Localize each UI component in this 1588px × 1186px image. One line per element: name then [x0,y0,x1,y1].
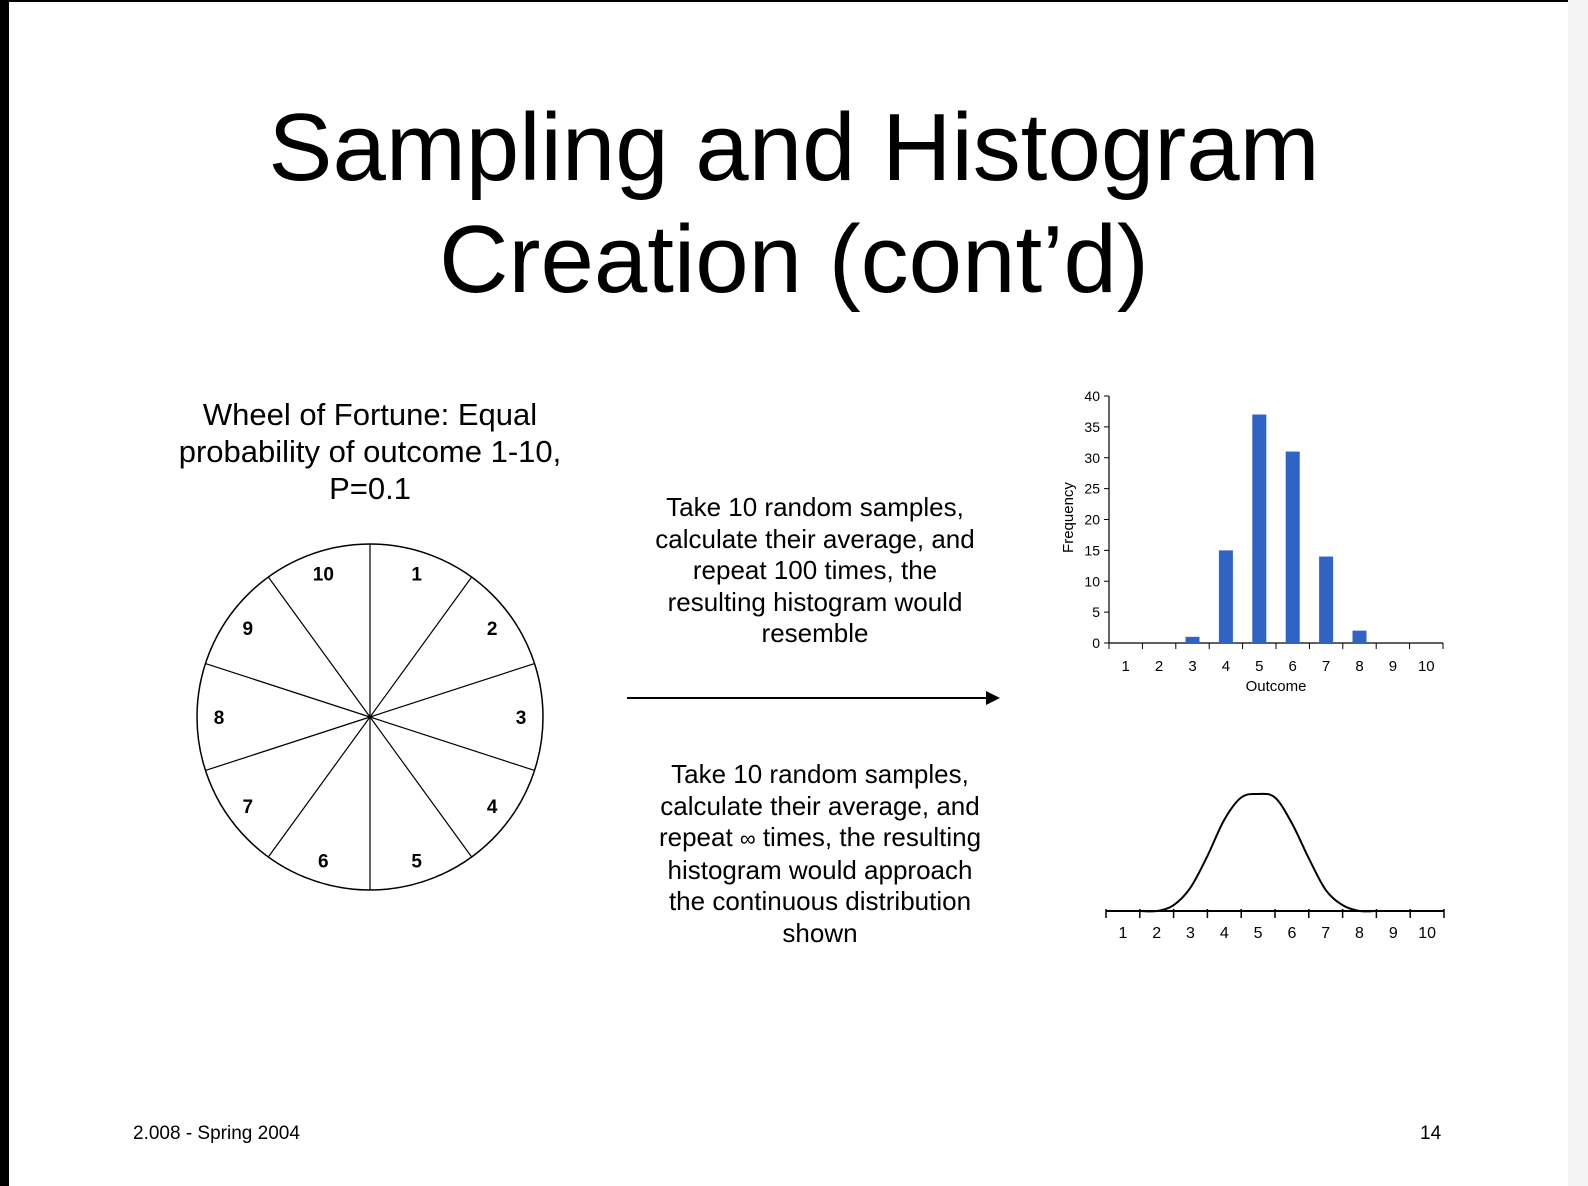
distribution-x-tick-label: 6 [1287,925,1296,942]
distribution-x-tick-label: 2 [1152,925,1161,942]
histogram-y-tick-label: 10 [1084,573,1100,589]
bottom-explanation-line-3: repeat ∞ times, the resulting [610,822,1030,855]
histogram-y-axis-label: Frequency [1060,482,1077,553]
histogram-x-tick-label: 9 [1389,658,1397,675]
wheel-segment-label: 1 [411,564,422,585]
histogram-bar-4 [1218,550,1233,643]
page-number: 14 [1420,1123,1442,1144]
wheel-caption-line-1: Wheel of Fortune: Equal [202,397,538,432]
bottom-explanation: Take 10 random samples, calculate their … [610,759,1030,949]
slide-left-border [0,0,9,1186]
wheel-divider [267,576,371,718]
wheel-segment-label: 2 [487,619,498,640]
title-line-1: Sampling and Histogram [268,94,1320,201]
wheel-segment-label: 5 [411,852,422,873]
histogram-bar-5 [1252,414,1267,643]
wheel-divider [205,716,371,772]
slide-title: Sampling and Histogram Creation (cont’d) [0,92,1588,316]
top-explanation-line-5: resemble [761,618,869,648]
top-explanation-line-4: resulting histogram would [667,586,963,617]
wheel-segment-label: 9 [243,619,254,640]
histogram-bar-6 [1285,451,1300,643]
distribution-x-tick-label: 8 [1355,925,1364,942]
distribution-x-tick-label: 10 [1418,925,1436,942]
wheel-segment-label: 7 [243,797,254,818]
distribution-chart: 1 2 3 4 5 6 7 8 9 10 [1105,792,1445,942]
wheel-divider [369,716,473,858]
wheel-segment-label: 4 [487,797,498,818]
bottom-explanation-line-6: shown [782,917,858,948]
bottom-explanation-repeat: repeat [658,822,740,852]
bottom-explanation-line-1: Take 10 random samples, [671,759,969,789]
histogram-y-tick-label: 35 [1084,419,1100,435]
histogram-x-tick-label: 10 [1418,658,1435,675]
wheel-segment-label: 3 [516,708,527,729]
bottom-explanation-times: times, the resulting [755,822,982,852]
wheel-caption-line-2: probability of outcome 1-10, [178,434,562,469]
histogram-y-tick-label: 20 [1084,512,1100,528]
slide-right-margin [1568,0,1588,1186]
bottom-explanation-line-2: calculate their average, and [660,790,980,821]
histogram-chart: 0 5 10 15 20 25 30 35 40 1 2 3 4 5 6 7 8 9 10 Outcome Freque… [1060,388,1444,695]
histogram-y-tick-label: 40 [1084,388,1100,404]
histogram-x-tick-label: 6 [1289,658,1297,675]
arrow-right-icon [627,691,1000,705]
distribution-x-tick-label: 4 [1220,925,1229,942]
footer-course-label: 2.008 - Spring 2004 [133,1123,300,1144]
histogram-y-tick-label: 30 [1084,450,1100,466]
histogram-x-tick-label: 4 [1222,658,1230,675]
infinity-icon: ∞ [739,826,756,851]
wheel-segment-label: 6 [318,852,329,873]
wheel-segment-label: 10 [313,564,334,585]
wheel-caption-line-3: P=0.1 [329,471,411,506]
distribution-x-tick-label: 3 [1186,925,1195,942]
histogram-x-axis-label: Outcome [1246,678,1307,695]
histogram-bar-8 [1352,630,1367,643]
histogram-bar-7 [1319,556,1334,643]
distribution-x-tick-label: 9 [1389,925,1398,942]
bottom-explanation-line-4: histogram would approach [667,854,973,885]
histogram-x-tick-label: 3 [1188,658,1196,675]
wheel-of-fortune: 1 2 3 4 5 6 7 8 9 10 [196,543,544,891]
histogram-x-tick-label: 2 [1155,658,1163,675]
distribution-x-tick-label: 1 [1118,925,1127,942]
wheel-divider [369,576,473,718]
top-explanation-line-1: Take 10 random samples, [666,492,964,522]
histogram-y-tick-label: 15 [1084,542,1100,558]
histogram-y-tick-label: 0 [1092,635,1100,651]
histogram-y-tick-label: 5 [1092,604,1100,620]
distribution-curve [1139,792,1377,913]
top-explanation-line-3: repeat 100 times, the [692,555,938,585]
distribution-x-tick-label: 7 [1321,925,1330,942]
wheel-divider [267,716,371,858]
top-explanation: Take 10 random samples, calculate their … [605,492,1025,650]
histogram-bar-3 [1185,636,1200,643]
histogram-y-tick-label: 25 [1084,481,1100,497]
top-explanation-line-2: calculate their average, and [655,523,975,554]
wheel-divider [369,716,535,772]
slide-top-border [0,0,1588,2]
histogram-x-tick-label: 8 [1355,658,1363,675]
histogram-x-tick-label: 1 [1122,658,1130,675]
bottom-explanation-line-5: the continuous distribution [668,886,972,916]
histogram-x-tick-label: 5 [1255,658,1263,675]
title-line-2: Creation (cont’d) [439,206,1149,313]
wheel-caption: Wheel of Fortune: Equal probability of o… [150,396,590,507]
wheel-segment-label: 8 [214,708,225,729]
histogram-x-tick-label: 7 [1322,658,1330,675]
distribution-x-tick-label: 5 [1254,925,1263,942]
wheel-divider [205,662,371,718]
wheel-divider [369,662,535,718]
